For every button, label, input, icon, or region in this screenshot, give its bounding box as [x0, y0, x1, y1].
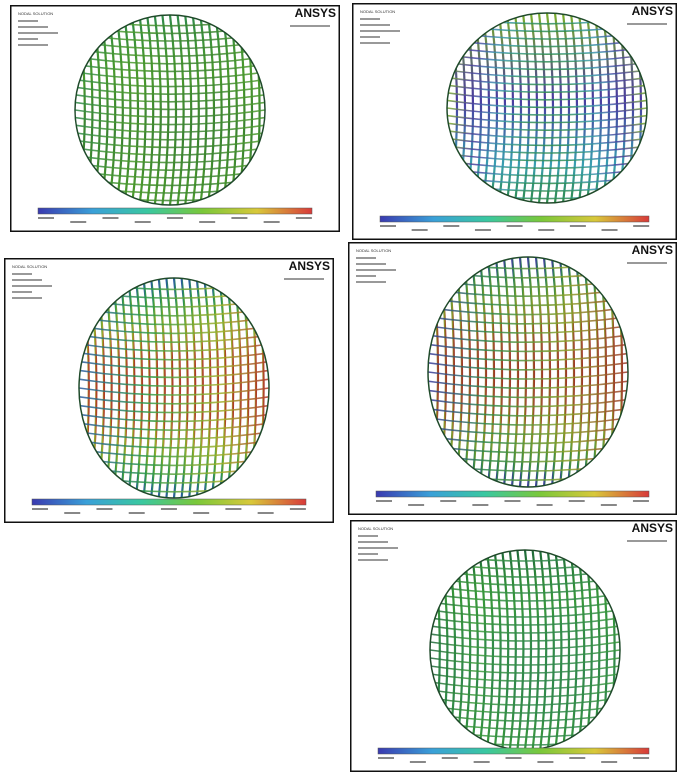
- legend-label: [601, 504, 617, 506]
- info-line: [358, 559, 388, 561]
- legend-label: [264, 221, 280, 223]
- legend-label: [410, 761, 426, 763]
- date-line: [627, 262, 667, 264]
- legend-label: [380, 225, 396, 227]
- legend-label: [602, 229, 618, 231]
- result-panel: ANSYS NODAL SOLUTION: [5, 259, 334, 523]
- legend-label: [408, 504, 424, 506]
- legend-label: [296, 217, 312, 219]
- panel-title: NODAL SOLUTION: [12, 264, 47, 269]
- info-line: [18, 44, 48, 46]
- legend-label: [129, 512, 145, 514]
- legend-label: [38, 217, 54, 219]
- date-line: [284, 278, 324, 280]
- info-line: [356, 263, 386, 265]
- result-panel: ANSYS NODAL SOLUTION: [11, 6, 340, 232]
- legend-label: [601, 761, 617, 763]
- color-bar: [378, 748, 649, 754]
- legend-label: [290, 508, 306, 510]
- date-line: [627, 23, 667, 25]
- legend-label: [96, 508, 112, 510]
- legend-label: [64, 512, 80, 514]
- legend-label: [102, 217, 118, 219]
- legend-label: [537, 504, 553, 506]
- legend-label: [569, 500, 585, 502]
- result-panel: ANSYS NODAL SOLUTION: [349, 243, 677, 515]
- legend-label: [378, 757, 394, 759]
- info-line: [18, 20, 38, 22]
- legend-label: [472, 504, 488, 506]
- date-line: [290, 25, 330, 27]
- info-line: [18, 32, 58, 34]
- logo: ANSYS: [632, 521, 673, 535]
- legend-label: [506, 757, 522, 759]
- info-line: [360, 42, 390, 44]
- legend-label: [199, 221, 215, 223]
- legend-label: [538, 229, 554, 231]
- panel-title: NODAL SOLUTION: [360, 9, 395, 14]
- info-line: [356, 257, 376, 259]
- info-line: [18, 26, 48, 28]
- legend-label: [225, 508, 241, 510]
- info-line: [18, 38, 38, 40]
- legend-label: [537, 761, 553, 763]
- color-bar: [376, 491, 649, 497]
- info-line: [12, 279, 42, 281]
- legend-label: [135, 221, 151, 223]
- legend-label: [376, 500, 392, 502]
- info-line: [360, 18, 380, 20]
- legend-label: [167, 217, 183, 219]
- legend-label: [569, 757, 585, 759]
- legend-label: [32, 508, 48, 510]
- legend-label: [70, 221, 86, 223]
- info-line: [358, 547, 398, 549]
- legend-label: [633, 500, 649, 502]
- color-bar: [38, 208, 312, 214]
- legend-label: [633, 757, 649, 759]
- legend-label: [412, 229, 428, 231]
- legend-label: [161, 508, 177, 510]
- legend-label: [570, 225, 586, 227]
- info-line: [12, 273, 32, 275]
- panel-title: NODAL SOLUTION: [358, 526, 393, 531]
- info-line: [12, 285, 52, 287]
- legend-label: [507, 225, 523, 227]
- figure: ANSYSNODAL SOLUTIONANSYSNODAL SOLUTIONAN…: [0, 0, 677, 775]
- panel-frame: [351, 521, 677, 772]
- color-bar: [380, 216, 649, 222]
- result-panel: ANSYS NODAL SOLUTION: [353, 4, 677, 240]
- color-bar: [32, 499, 306, 505]
- info-line: [356, 269, 396, 271]
- info-line: [358, 553, 378, 555]
- panel-title: NODAL SOLUTION: [356, 248, 391, 253]
- info-line: [358, 541, 388, 543]
- result-panel: ANSYS NODAL SOLUTION: [351, 521, 677, 772]
- legend-label: [443, 225, 459, 227]
- info-line: [356, 281, 386, 283]
- info-line: [360, 24, 390, 26]
- legend-label: [440, 500, 456, 502]
- legend-label: [231, 217, 247, 219]
- legend-label: [504, 500, 520, 502]
- legend-label: [475, 229, 491, 231]
- date-line: [627, 540, 667, 542]
- legend-label: [633, 225, 649, 227]
- logo: ANSYS: [295, 6, 336, 20]
- info-line: [360, 36, 380, 38]
- info-line: [356, 275, 376, 277]
- logo: ANSYS: [632, 4, 673, 18]
- legend-label: [258, 512, 274, 514]
- info-line: [358, 535, 378, 537]
- info-line: [12, 297, 42, 299]
- logo: ANSYS: [632, 243, 673, 257]
- info-line: [12, 291, 32, 293]
- legend-label: [442, 757, 458, 759]
- legend-label: [474, 761, 490, 763]
- logo: ANSYS: [289, 259, 330, 273]
- info-line: [360, 30, 400, 32]
- panel-title: NODAL SOLUTION: [18, 11, 53, 16]
- legend-label: [193, 512, 209, 514]
